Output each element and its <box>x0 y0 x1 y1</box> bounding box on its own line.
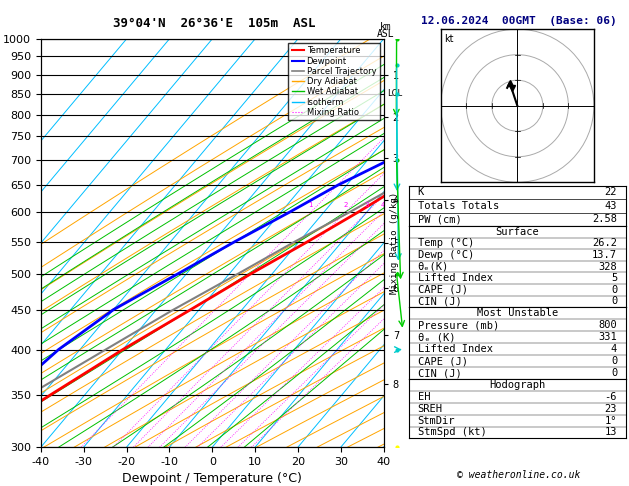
Text: 12.06.2024  00GMT  (Base: 06): 12.06.2024 00GMT (Base: 06) <box>421 16 617 26</box>
Text: 2: 2 <box>343 202 348 208</box>
Text: 5: 5 <box>611 273 617 283</box>
X-axis label: Dewpoint / Temperature (°C): Dewpoint / Temperature (°C) <box>123 472 302 486</box>
Text: 22: 22 <box>604 188 617 197</box>
Text: Hodograph: Hodograph <box>489 380 545 390</box>
Text: PW (cm): PW (cm) <box>418 214 461 224</box>
Text: Lifted Index: Lifted Index <box>418 344 493 354</box>
Text: 0: 0 <box>611 296 617 306</box>
Text: Surface: Surface <box>496 227 539 237</box>
Text: Temp (°C): Temp (°C) <box>418 238 474 248</box>
Text: 23: 23 <box>604 404 617 414</box>
Text: Lifted Index: Lifted Index <box>418 273 493 283</box>
Text: km: km <box>380 22 391 32</box>
Text: 1°: 1° <box>604 416 617 426</box>
Text: 328: 328 <box>598 261 617 272</box>
Text: 13: 13 <box>604 428 617 437</box>
Text: Mixing Ratio (g/kg): Mixing Ratio (g/kg) <box>390 192 399 294</box>
Legend: Temperature, Dewpoint, Parcel Trajectory, Dry Adiabat, Wet Adiabat, Isotherm, Mi: Temperature, Dewpoint, Parcel Trajectory… <box>288 43 379 120</box>
Text: kt: kt <box>444 34 454 44</box>
Text: 4: 4 <box>611 344 617 354</box>
Text: Totals Totals: Totals Totals <box>418 201 499 211</box>
Text: SREH: SREH <box>418 404 443 414</box>
Text: CAPE (J): CAPE (J) <box>418 356 467 366</box>
Text: 800: 800 <box>598 320 617 330</box>
Text: StmSpd (kt): StmSpd (kt) <box>418 428 486 437</box>
Text: StmDir: StmDir <box>418 416 455 426</box>
Text: 1: 1 <box>309 202 313 208</box>
Text: EH: EH <box>418 392 430 402</box>
Text: Pressure (mb): Pressure (mb) <box>418 320 499 330</box>
Text: © weatheronline.co.uk: © weatheronline.co.uk <box>457 470 581 480</box>
Text: CAPE (J): CAPE (J) <box>418 285 467 295</box>
Text: 331: 331 <box>598 332 617 342</box>
Text: 4: 4 <box>381 202 385 208</box>
Text: 0: 0 <box>611 285 617 295</box>
Text: 2.58: 2.58 <box>592 214 617 224</box>
Text: θₑ (K): θₑ (K) <box>418 332 455 342</box>
Text: Most Unstable: Most Unstable <box>477 308 558 318</box>
Text: -6: -6 <box>604 392 617 402</box>
Text: CIN (J): CIN (J) <box>418 368 461 378</box>
Text: θₑ(K): θₑ(K) <box>418 261 448 272</box>
Text: 3: 3 <box>365 202 369 208</box>
Text: Dewp (°C): Dewp (°C) <box>418 250 474 260</box>
Text: 13.7: 13.7 <box>592 250 617 260</box>
Text: CIN (J): CIN (J) <box>418 296 461 306</box>
Text: 0: 0 <box>611 368 617 378</box>
Text: ASL: ASL <box>377 29 394 39</box>
Text: 39°04'N  26°36'E  105m  ASL: 39°04'N 26°36'E 105m ASL <box>113 17 315 30</box>
Text: LCL: LCL <box>387 89 402 99</box>
Text: 43: 43 <box>604 201 617 211</box>
Text: K: K <box>418 188 424 197</box>
Text: 0: 0 <box>611 356 617 366</box>
Text: 26.2: 26.2 <box>592 238 617 248</box>
